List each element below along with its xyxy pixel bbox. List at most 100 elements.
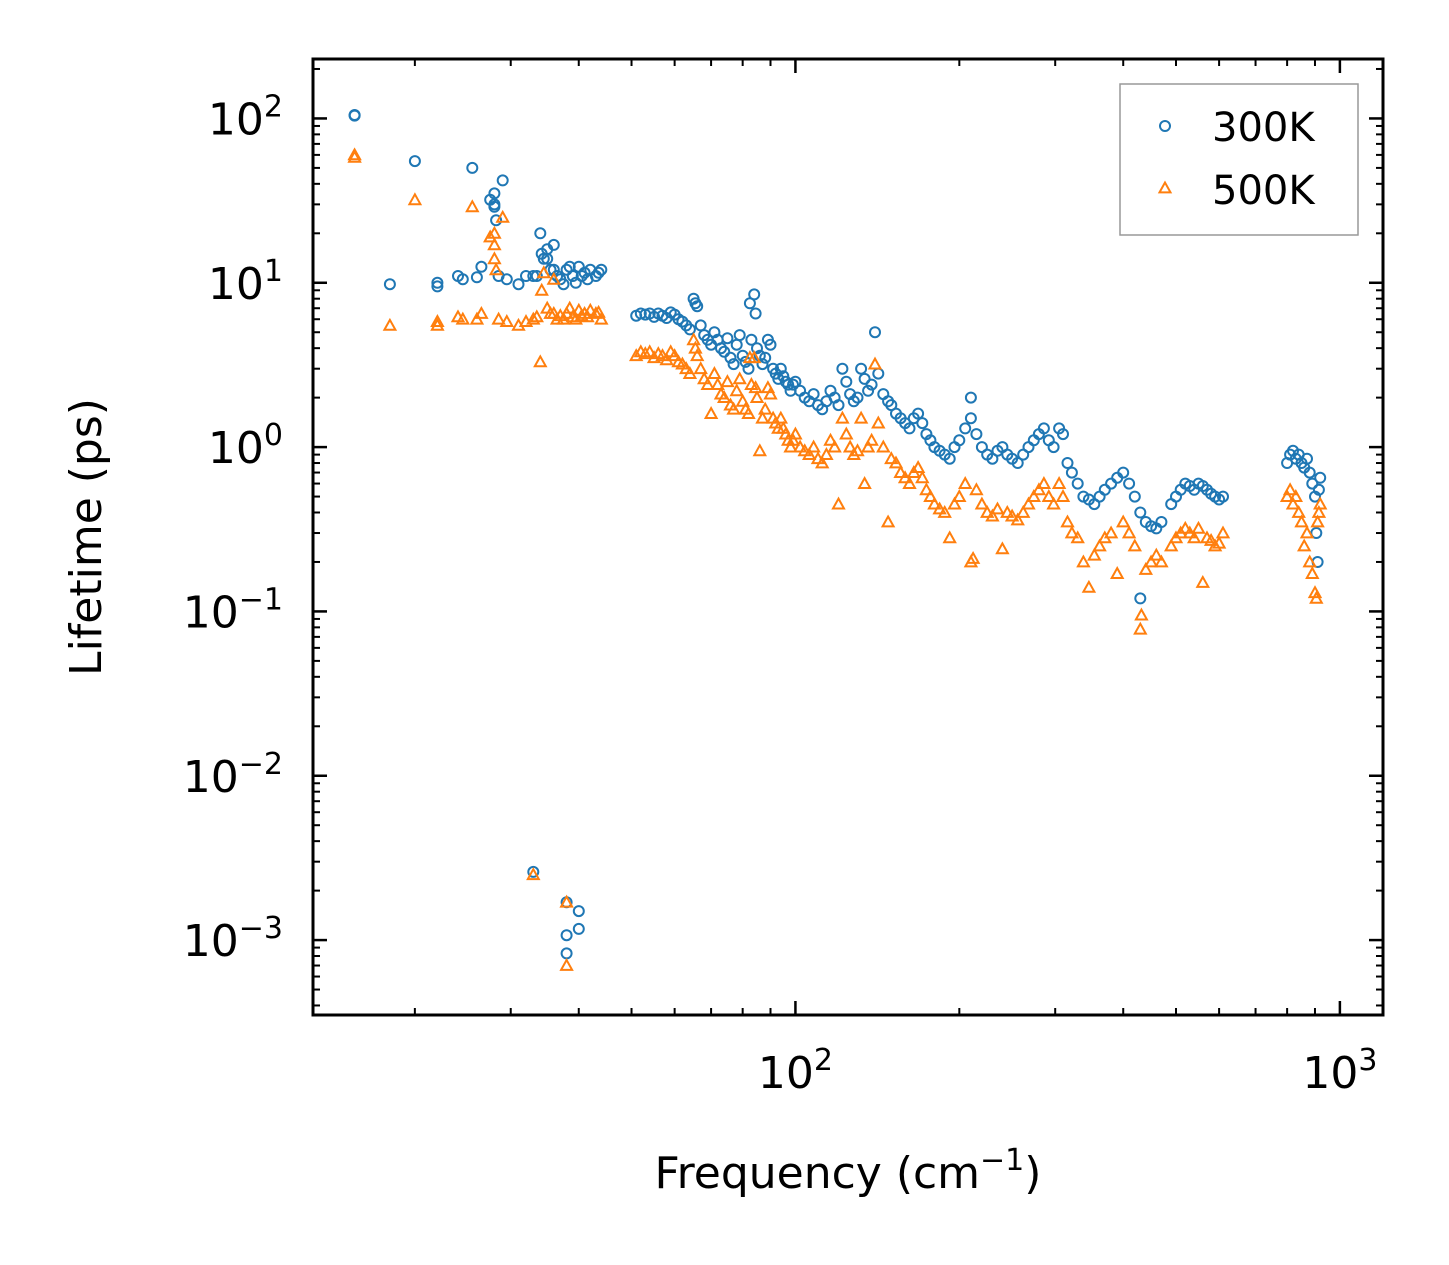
data-point-500k-197 [1291,504,1306,518]
legend: 300K 500K [1119,83,1359,236]
data-point-500k-86 [752,443,767,457]
y-tick-label: 10−3 [183,911,283,967]
data-point-500k-10 [474,305,489,319]
data-point-500k-25 [534,282,549,296]
data-point-500k-190 [1207,538,1223,552]
data-point-300k-162 [1047,441,1060,454]
data-point-300k-178 [1134,506,1147,519]
data-point-500k-172 [1121,525,1137,539]
data-point-500k-167 [1092,538,1107,552]
data-point-300k-21 [527,865,540,878]
data-point-500k-110 [831,496,846,510]
data-point-500k-66 [697,371,712,385]
data-point-500k-51 [642,344,657,358]
data-point-300k-41 [569,276,582,289]
data-point-500k-195 [1285,496,1301,510]
data-point-300k-143 [953,434,966,447]
data-point-300k-79 [727,358,740,371]
data-point-300k-160 [1037,422,1050,435]
data-point-500k-18 [499,314,514,327]
data-point-300k-9 [470,271,483,284]
y-tick-label: 100 [208,418,283,474]
data-point-300k-155 [1011,457,1024,469]
data-point-500k-178 [1149,547,1164,561]
data-point-500k-4 [430,314,445,327]
data-point-300k-24 [534,227,547,240]
data-point-300k-88 [749,307,762,320]
data-point-300k-40 [566,270,579,282]
x-tick-label: 102 [758,1043,833,1099]
data-point-500k-180 [1164,538,1179,552]
data-point-500k-13 [487,225,502,239]
data-point-500k-30 [546,271,561,285]
data-point-500k-1 [347,149,362,163]
data-point-300k-7 [456,273,469,286]
data-point-300k-118 [847,395,860,408]
data-point-500k-148 [995,541,1010,555]
data-point-300k-1 [348,109,361,122]
data-point-500k-162 [1064,525,1080,539]
data-point-300k-164 [1057,428,1069,441]
data-point-500k-131 [915,470,930,484]
data-point-500k-158 [1046,496,1061,510]
data-point-500k-140 [958,476,973,489]
data-point-500k-120 [867,356,883,370]
data-point-500k-153 [1021,496,1036,510]
data-point-300k-8 [466,161,479,174]
data-point-500k-128 [902,476,917,489]
data-point-300k-14 [488,200,501,213]
data-point-500k-45 [588,305,604,319]
data-point-300k-166 [1065,466,1078,479]
data-point-300k-146 [964,412,977,425]
data-point-300k-68 [691,300,704,313]
data-point-300k-144 [959,422,972,435]
legend-box [1119,83,1359,236]
data-point-300k-31 [547,238,560,251]
data-point-300k-196 [1217,490,1229,503]
data-point-300k-15 [490,214,503,227]
data-point-500k-68 [703,406,719,419]
data-point-500k-5 [430,317,445,331]
data-point-500k-23 [529,309,544,323]
data-point-300k-205 [1303,466,1316,479]
data-point-500k-123 [880,514,896,528]
data-point-500k-177 [1143,554,1159,568]
data-point-500k-142 [965,550,981,564]
data-point-500k-146 [985,508,1000,522]
data-point-500k-125 [888,455,904,469]
legend-label-500k: 500K [1212,168,1316,214]
data-point-500k-101 [792,439,808,453]
data-point-300k-211 [1314,471,1327,484]
legend-marker-500k [1157,180,1173,194]
data-point-300k-43 [572,922,585,935]
data-point-300k-42 [572,905,585,918]
plot-frame [311,57,1385,1017]
data-point-300k-35 [560,929,573,942]
data-point-500k-77 [732,371,747,385]
data-point-500k-144 [974,496,990,510]
plot-marks [347,109,1328,971]
data-point-500k-90 [763,386,778,400]
data-point-500k-121 [871,415,886,429]
data-point-500k-149 [1000,504,1015,518]
data-point-300k-119 [851,391,864,404]
y-tick-label: 102 [208,89,283,145]
data-point-500k-202 [1305,566,1320,579]
data-point-500k-57 [667,348,682,362]
data-point-500k-122 [876,439,891,453]
data-point-500k-205 [1310,514,1325,528]
data-point-500k-169 [1103,525,1119,539]
data-point-300k-108 [807,388,820,401]
data-point-300k-76 [718,345,731,358]
data-point-500k-143 [969,482,984,496]
data-point-500k-163 [1070,530,1085,544]
data-point-500k-108 [823,432,838,446]
data-point-300k-78 [724,351,737,364]
data-point-500k-112 [839,426,854,440]
data-point-500k-100 [788,426,803,440]
data-point-500k-136 [937,504,952,518]
data-point-500k-111 [835,410,850,424]
data-point-300k-204 [1301,452,1313,465]
data-point-500k-189 [1203,532,1219,546]
data-point-500k-171 [1116,514,1131,528]
